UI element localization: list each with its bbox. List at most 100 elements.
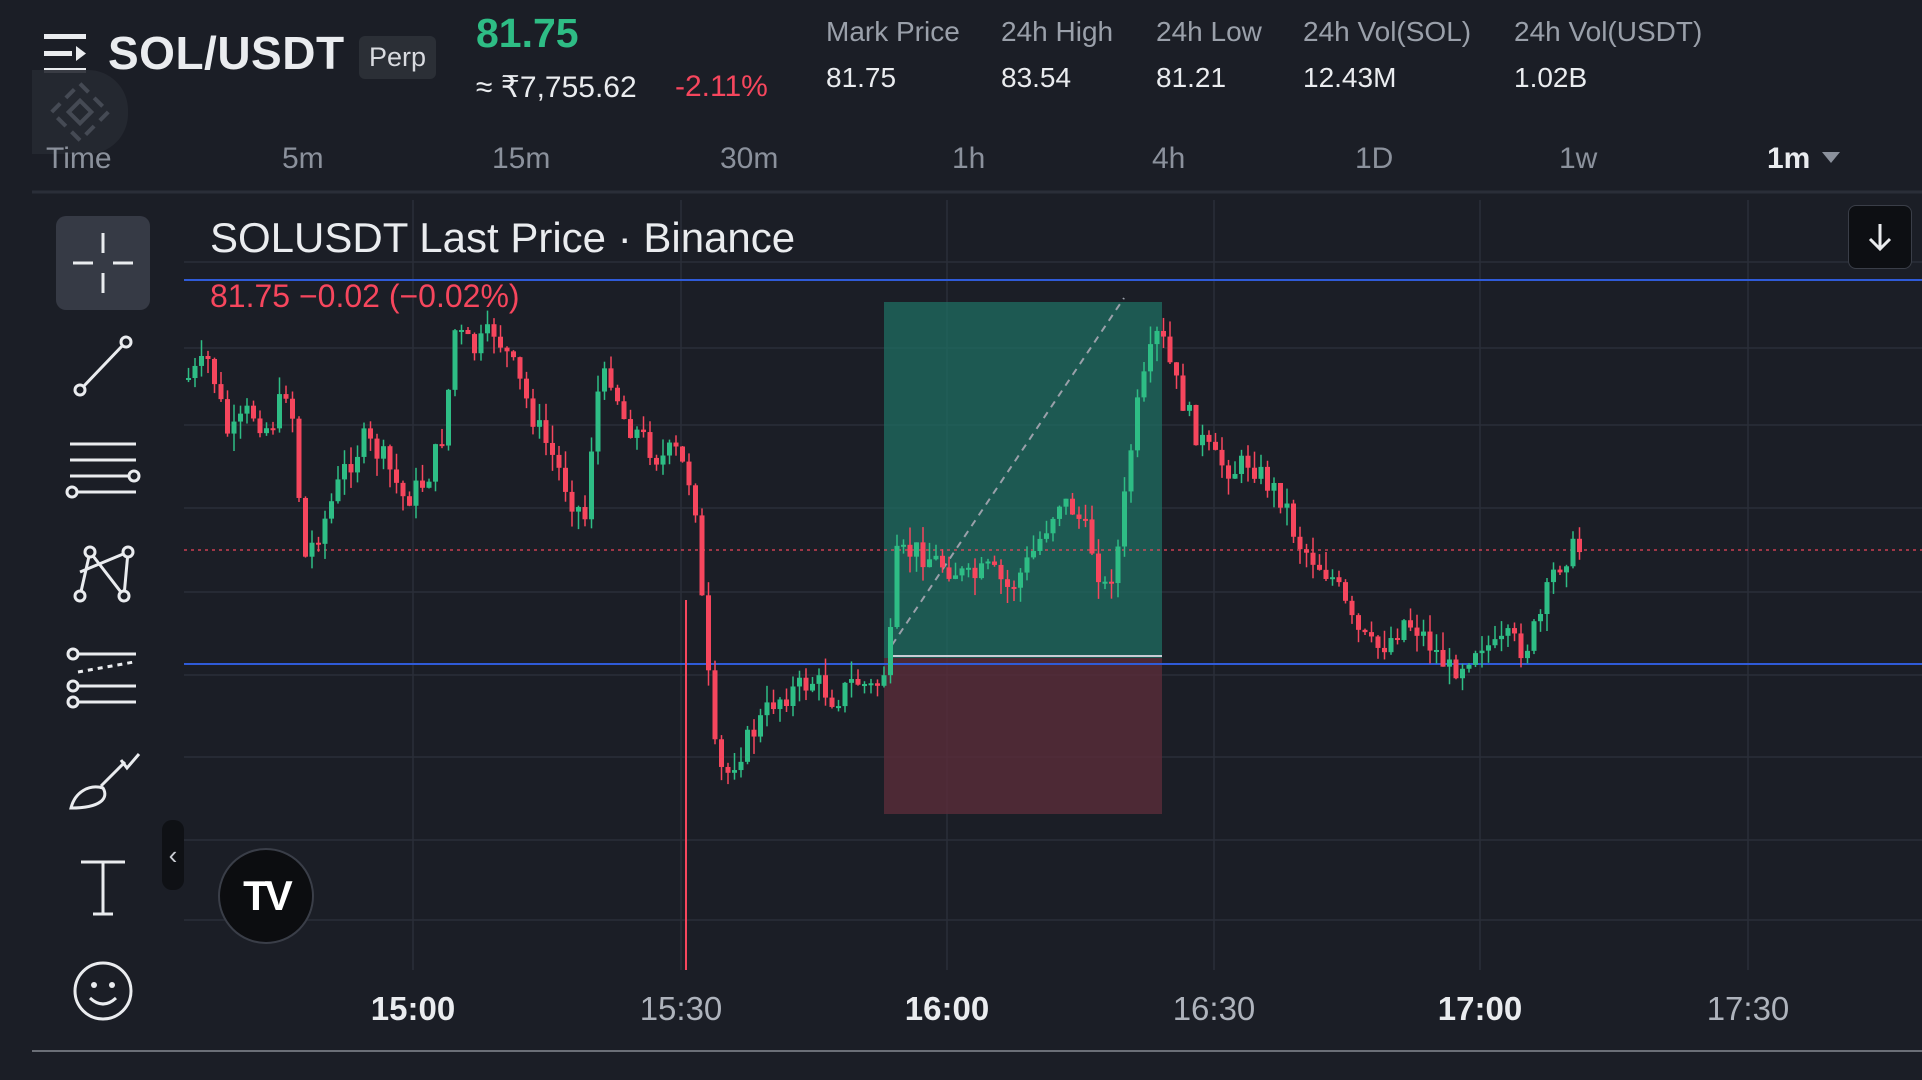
tf-1d[interactable]: 1D [1355,142,1394,175]
candle-body [1330,577,1335,580]
candle-body [615,387,620,402]
candle-body [394,469,399,483]
tf-15m[interactable]: 15m [492,142,551,175]
tradingview-logo[interactable]: TV [218,848,314,944]
symbol-name[interactable]: SOL/USDT [108,27,345,79]
candle-body [777,699,783,710]
tf-4h[interactable]: 4h [1152,142,1186,175]
candle-body [680,446,685,462]
candle-body [582,507,588,520]
candle-body [381,446,386,459]
tf-5m[interactable]: 5m [282,142,324,175]
candle-body [1336,577,1342,583]
candle-body [946,567,952,579]
candle-body [823,675,828,698]
candle-body [706,595,711,671]
last-price: 81.75 [476,10,579,56]
pattern-tool-button[interactable] [56,524,150,618]
candle-body [784,699,789,707]
tf-selected-1m[interactable]: 1m [1767,142,1811,175]
candle-body [1148,344,1153,372]
long-position-profit-zone [884,302,1162,658]
candle-body [641,429,646,433]
candle-body [355,456,360,473]
candle-body [673,442,679,447]
stat-value: 81.75 [826,62,897,93]
candle-body [361,428,367,457]
candle-body [1453,659,1459,679]
emoji-tool-button[interactable] [56,944,150,1038]
candle-body [1219,449,1225,466]
stat-value: 83.54 [1001,62,1072,93]
candle-body [1427,631,1433,651]
text-tool-button[interactable] [56,840,150,934]
candle-body [1258,466,1264,479]
candle-body [400,482,406,497]
horizontal-lines-icon [65,442,141,499]
candle-body [764,702,770,716]
candle-body [524,378,529,399]
stat-label: 24h Vol(USDT) [1514,16,1703,47]
candle-body [374,438,380,459]
candle-body [459,329,464,332]
candle-body [1577,538,1582,553]
chart-title: SOLUSDT Last Price · Binance [210,214,796,261]
tf-30m[interactable]: 30m [720,142,779,175]
candle-body [1499,635,1504,640]
candle-body [1512,628,1517,634]
candle-body [1278,482,1283,508]
crosshair-tool-button[interactable] [56,216,150,310]
candle-body [1466,664,1472,669]
candle-body [1239,455,1244,474]
candle-body [719,739,724,767]
candle-body [1460,668,1465,679]
tf-time[interactable]: Time [46,142,112,175]
candle-body [283,394,289,399]
candle-body [1050,518,1056,534]
candle-body [1343,582,1348,601]
contract-badge: Perp [359,36,437,79]
candle-body [712,670,718,740]
trend-line-tool-button[interactable] [56,318,150,412]
candle-body [907,544,913,557]
candle-body [504,347,510,352]
tf-1w[interactable]: 1w [1559,142,1598,175]
candle-body [771,702,776,710]
candle-body [1479,650,1485,654]
candle-body [1141,371,1147,398]
candle-body [1271,482,1277,491]
candle-body [1564,566,1569,573]
chevron-down-icon[interactable] [1822,152,1840,163]
candle-body [797,677,802,687]
candle-body [1096,553,1101,583]
candle-body [257,418,263,434]
candle-body [875,683,880,686]
candle-body [329,501,334,519]
candle-body [836,706,841,709]
stat-value: 81.21 [1156,62,1227,93]
stat-24h-vol-usdt: 24h Vol(USDT) 1.02B [1514,16,1702,94]
candle-body [803,677,809,691]
candle-body [881,675,887,686]
collapse-toolbar-button[interactable]: ‹ [162,820,184,890]
pattern-icon [73,545,135,603]
candle-body [953,575,958,579]
brush-tool-button[interactable] [56,734,150,828]
candle-body [270,428,276,431]
candle-body [1297,536,1303,550]
price-chart[interactable] [32,0,1922,1050]
candle-body [277,394,282,429]
candle-body [842,682,848,707]
candle-body [1128,450,1134,492]
tf-1h[interactable]: 1h [952,142,986,175]
candle-body [550,442,555,455]
candle-body [933,555,939,560]
candle-body [1200,434,1205,446]
candle-body [1226,465,1231,479]
scroll-to-latest-button[interactable] [1848,205,1912,269]
candle-body [543,420,549,443]
fib-tool-button[interactable] [56,630,150,724]
trend-line-icon [73,335,133,397]
stat-mark-price: Mark Price 81.75 [826,16,960,94]
horizontal-lines-tool-button[interactable] [56,422,150,516]
